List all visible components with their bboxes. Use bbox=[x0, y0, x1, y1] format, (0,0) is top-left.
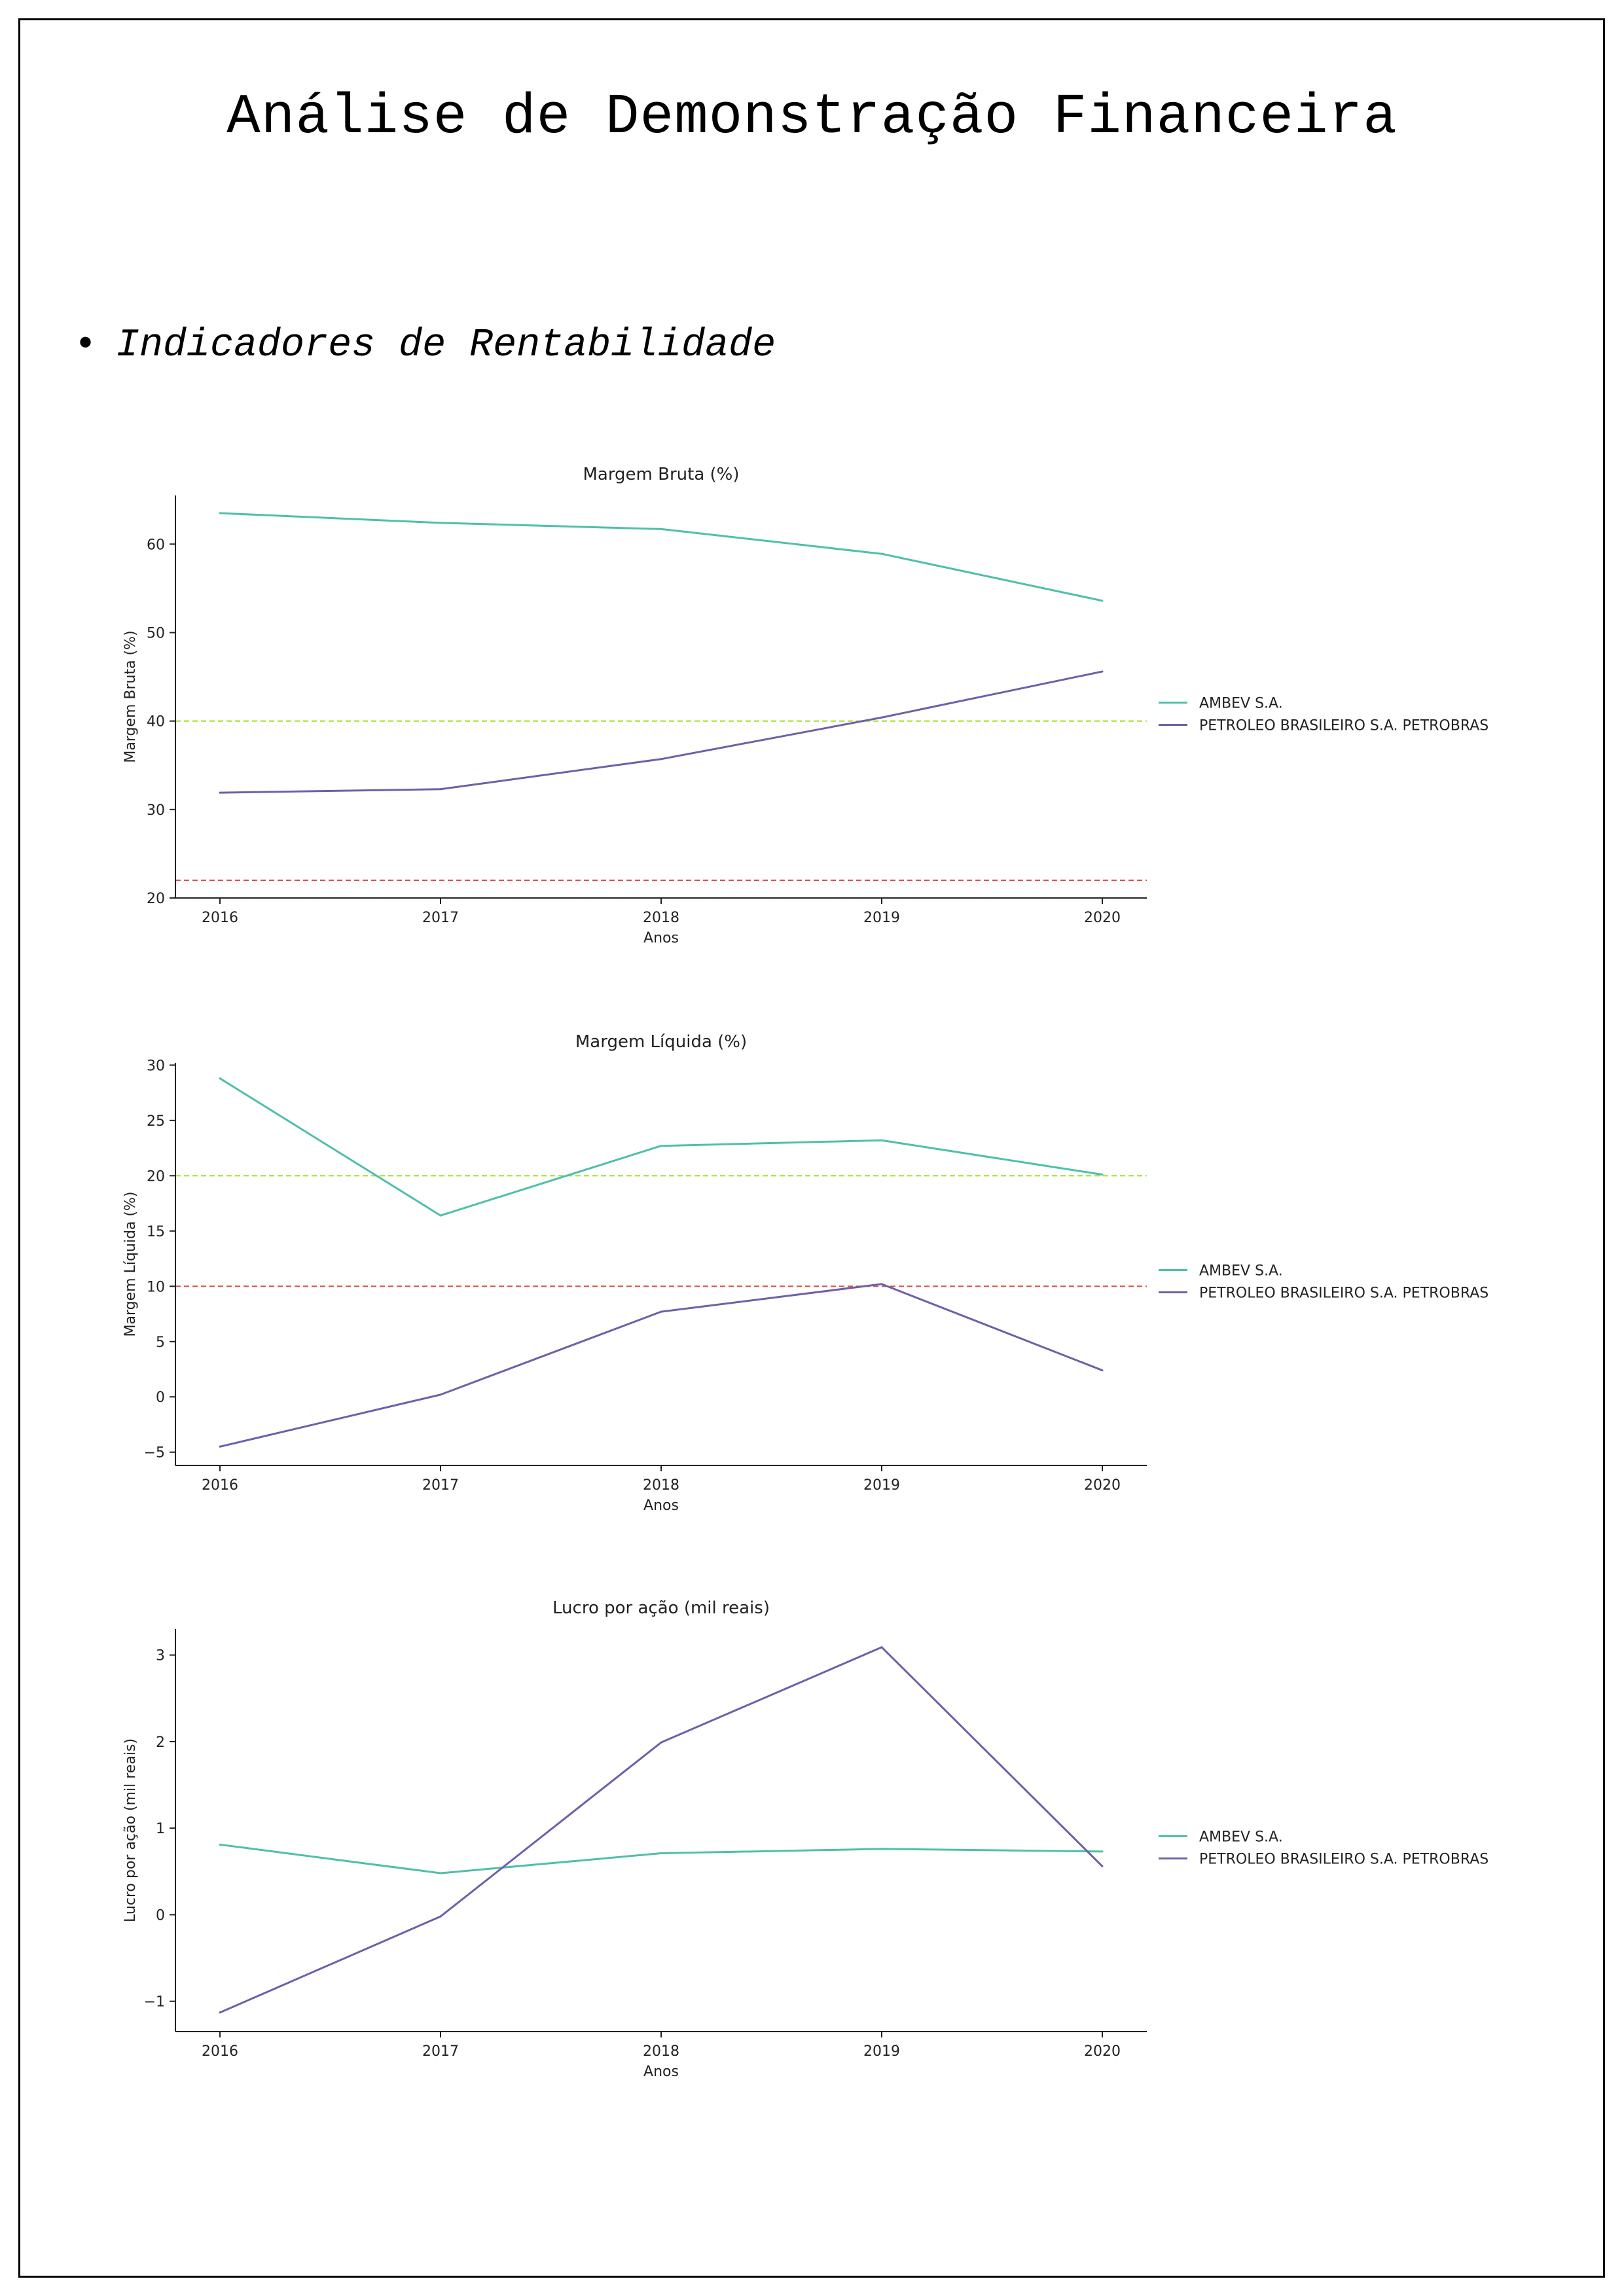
legend-label: AMBEV S.A. bbox=[1199, 1829, 1283, 1846]
x-tick-label: 2018 bbox=[643, 910, 679, 926]
x-tick-label: 2018 bbox=[643, 2043, 679, 2060]
data-point bbox=[439, 1872, 442, 1874]
data-point bbox=[1101, 1174, 1104, 1176]
section-heading: • Indicadores de Rentabilidade bbox=[79, 319, 776, 368]
data-point bbox=[880, 1139, 883, 1141]
y-tick-label: −5 bbox=[144, 1445, 165, 1462]
data-point bbox=[439, 788, 442, 791]
series-line bbox=[219, 1843, 1103, 1874]
chart-margem-liquida: Margem Líquida (%) −5 0 5 10 15 20 25 30 2016 2017… bbox=[122, 1032, 1489, 1514]
x-tick-label: 2020 bbox=[1084, 2043, 1121, 2060]
data-point bbox=[660, 1741, 662, 1744]
series-line bbox=[219, 1283, 1103, 1448]
x-axis-label: Anos bbox=[643, 1498, 679, 1514]
legend-label: PETROLEO BRASILEIRO S.A. PETROBRAS bbox=[1199, 1285, 1489, 1302]
x-tick-label: 2017 bbox=[422, 1477, 459, 1494]
y-tick-label: 60 bbox=[147, 537, 165, 553]
x-tick-label: 2016 bbox=[202, 910, 238, 926]
data-point bbox=[219, 1445, 221, 1448]
data-point bbox=[880, 1283, 883, 1285]
data-point bbox=[660, 528, 662, 530]
y-tick-label: 5 bbox=[156, 1335, 165, 1351]
data-point bbox=[219, 791, 221, 794]
y-axis-label: Margem Líquida (%) bbox=[122, 1192, 139, 1337]
legend-label: AMBEV S.A. bbox=[1199, 696, 1283, 712]
series-line bbox=[219, 512, 1103, 602]
bullet-icon: • bbox=[79, 320, 93, 364]
x-tick-label: 2019 bbox=[863, 910, 900, 926]
chart-lucro-por-acao: Lucro por ação (mil reais) −1 0 1 2 3 2016 2017… bbox=[122, 1598, 1489, 2080]
legend-label: AMBEV S.A. bbox=[1199, 1263, 1283, 1280]
chart-title: Lucro por ação (mil reais) bbox=[552, 1598, 770, 1618]
y-tick-label: 1 bbox=[156, 1821, 165, 1837]
data-point bbox=[880, 1848, 883, 1850]
x-tick-label: 2019 bbox=[863, 2043, 900, 2060]
series-line bbox=[219, 670, 1103, 794]
x-axis-label: Anos bbox=[643, 2064, 679, 2080]
data-point bbox=[219, 512, 221, 514]
page-border bbox=[18, 18, 1605, 2278]
x-tick-label: 2020 bbox=[1084, 910, 1121, 926]
data-point bbox=[1101, 1850, 1104, 1853]
y-tick-label: 40 bbox=[147, 714, 165, 730]
y-tick-label: 3 bbox=[156, 1648, 165, 1664]
data-point bbox=[1101, 1369, 1104, 1372]
data-point bbox=[219, 2011, 221, 2014]
y-tick-label: −1 bbox=[144, 1994, 165, 2011]
data-point bbox=[219, 1077, 221, 1080]
series-line bbox=[219, 1077, 1103, 1217]
data-point bbox=[880, 716, 883, 719]
chart-margem-bruta: Margem Bruta (%) 20 30 40 50 60 2016 2017 2018 20… bbox=[122, 465, 1489, 946]
data-point bbox=[660, 1145, 662, 1147]
chart-title: Margem Líquida (%) bbox=[575, 1032, 747, 1052]
y-axis-label: Lucro por ação (mil reais) bbox=[122, 1738, 139, 1922]
data-point bbox=[1101, 670, 1104, 673]
data-point bbox=[439, 1214, 442, 1217]
y-tick-label: 0 bbox=[156, 1390, 165, 1406]
y-axis-label: Margem Bruta (%) bbox=[122, 630, 139, 762]
data-point bbox=[439, 522, 442, 524]
data-point bbox=[219, 1843, 221, 1846]
data-point bbox=[880, 1646, 883, 1649]
x-tick-label: 2020 bbox=[1084, 1477, 1121, 1494]
series-line bbox=[219, 1646, 1104, 2014]
y-tick-label: 30 bbox=[147, 1058, 165, 1074]
data-point bbox=[439, 1915, 442, 1918]
y-tick-label: 50 bbox=[147, 626, 165, 642]
x-tick-label: 2017 bbox=[422, 910, 459, 926]
x-tick-label: 2019 bbox=[863, 1477, 900, 1494]
x-tick-label: 2016 bbox=[202, 1477, 238, 1494]
data-point bbox=[1101, 600, 1104, 602]
x-tick-label: 2016 bbox=[202, 2043, 238, 2060]
y-tick-label: 2 bbox=[156, 1734, 165, 1751]
chart-title: Margem Bruta (%) bbox=[583, 465, 739, 484]
data-point bbox=[660, 1852, 662, 1855]
data-point bbox=[439, 1393, 442, 1396]
y-tick-label: 15 bbox=[147, 1224, 165, 1240]
legend-label: PETROLEO BRASILEIRO S.A. PETROBRAS bbox=[1199, 1852, 1489, 1868]
y-tick-label: 0 bbox=[156, 1907, 165, 1924]
y-tick-label: 10 bbox=[147, 1279, 165, 1295]
y-tick-label: 30 bbox=[147, 802, 165, 819]
data-point bbox=[1101, 1865, 1104, 1867]
legend-label: PETROLEO BRASILEIRO S.A. PETROBRAS bbox=[1199, 718, 1489, 734]
y-tick-label: 20 bbox=[147, 1168, 165, 1185]
data-point bbox=[660, 1310, 662, 1313]
x-tick-label: 2018 bbox=[643, 1477, 679, 1494]
y-tick-label: 25 bbox=[147, 1113, 165, 1130]
x-axis-label: Anos bbox=[643, 930, 679, 946]
data-point bbox=[660, 758, 662, 761]
section-title: Indicadores de Rentabilidade bbox=[116, 323, 776, 368]
y-tick-label: 20 bbox=[147, 891, 165, 907]
page-title: Análise de Demonstração Financeira bbox=[226, 85, 1398, 149]
data-point bbox=[880, 552, 883, 555]
x-tick-label: 2017 bbox=[422, 2043, 459, 2060]
